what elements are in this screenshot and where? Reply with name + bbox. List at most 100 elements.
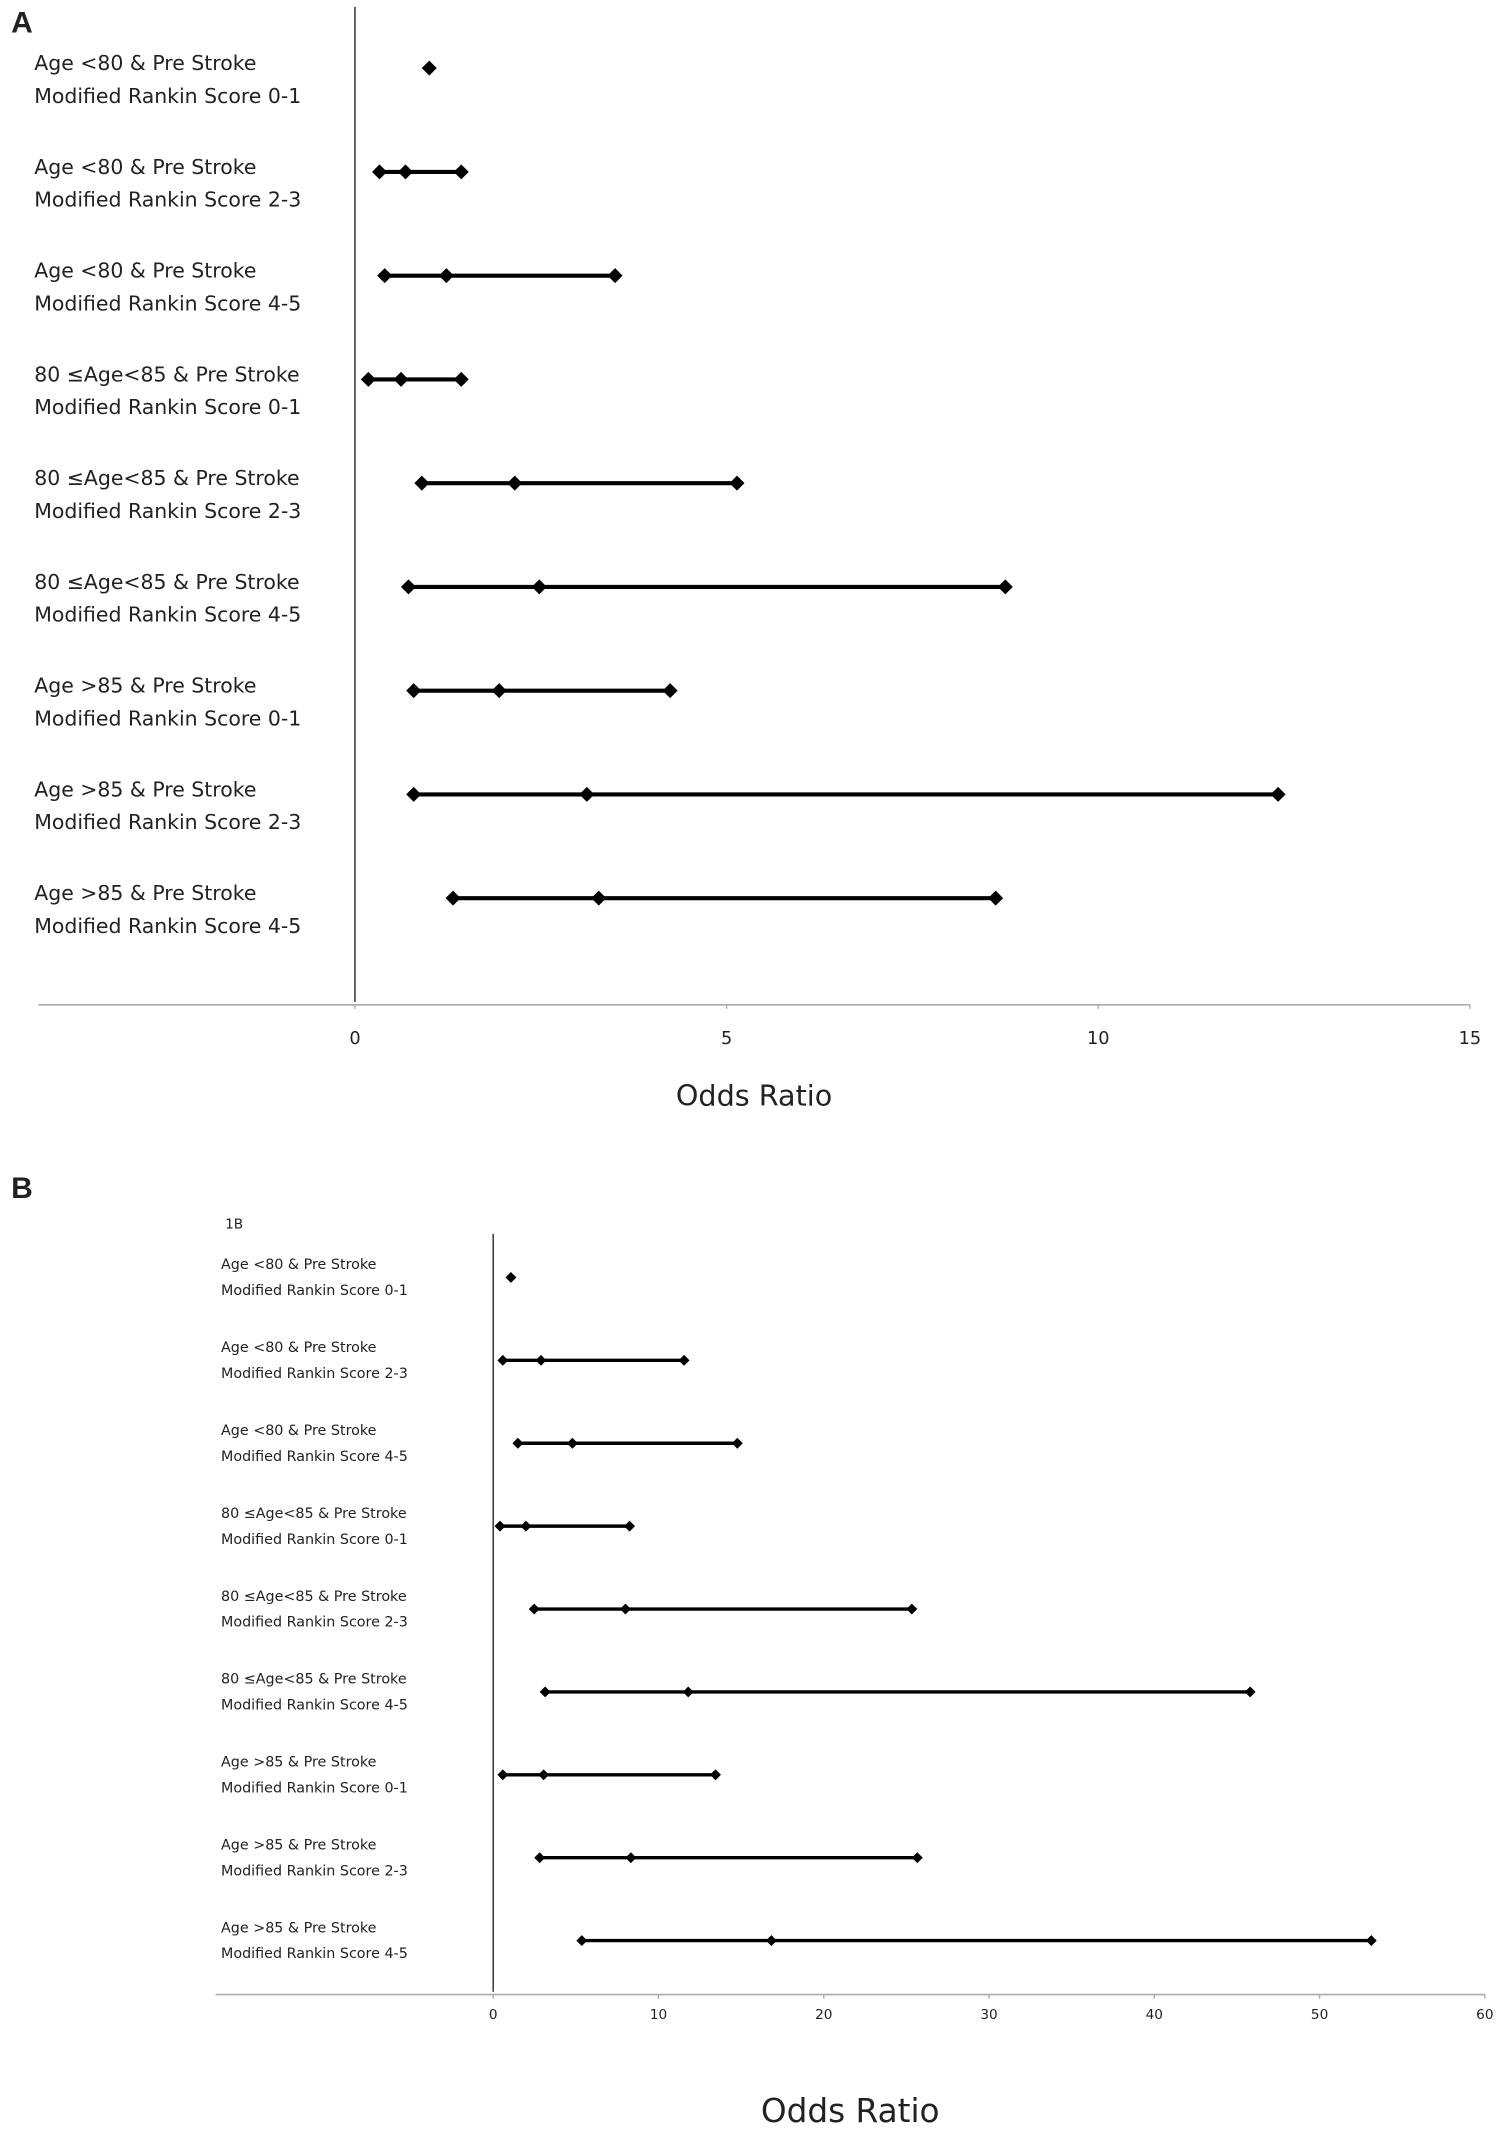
odds-ratio-point <box>619 1603 631 1615</box>
category-label: 80 ≤Age<85 & Pre Stroke <box>34 466 299 490</box>
category-label: Modified Rankin Score 0-1 <box>221 1283 408 1299</box>
x-tick-label: 0 <box>489 2007 498 2023</box>
category-label: Age <80 & Pre Stroke <box>221 1257 377 1273</box>
category-label: Age <80 & Pre Stroke <box>34 155 256 179</box>
odds-ratio-point <box>505 1272 517 1283</box>
ci-upper <box>607 268 623 284</box>
category-label: Modified Rankin Score 2-3 <box>221 1366 408 1382</box>
category-label: 80 ≤Age<85 & Pre Stroke <box>221 1672 407 1688</box>
x-tick-label: 20 <box>815 2007 832 2023</box>
category-label: Modified Rankin Score 0-1 <box>34 706 301 730</box>
panel-label: A <box>11 6 33 39</box>
x-tick-label: 50 <box>1311 2007 1328 2023</box>
category-label: Age >85 & Pre Stroke <box>221 1920 377 1936</box>
ci-lower <box>497 1354 509 1366</box>
odds-ratio-point <box>438 268 454 284</box>
ci-upper <box>624 1520 636 1532</box>
ci-lower <box>445 890 461 906</box>
category-label: Modified Rankin Score 0-1 <box>221 1532 408 1548</box>
odds-ratio-point <box>398 164 414 180</box>
category-label: Modified Rankin Score 4-5 <box>221 1449 408 1465</box>
odds-ratio-point <box>765 1935 777 1947</box>
x-tick-label: 10 <box>1087 1029 1110 1049</box>
ci-lower <box>576 1935 588 1947</box>
category-label: Age <80 & Pre Stroke <box>221 1423 377 1439</box>
ci-upper <box>911 1852 923 1864</box>
category-label: 80 ≤Age<85 & Pre Stroke <box>34 362 299 386</box>
category-label: Modified Rankin Score 4-5 <box>34 291 301 315</box>
ci-upper <box>1270 786 1286 802</box>
category-label: 80 ≤Age<85 & Pre Stroke <box>34 570 299 594</box>
odds-ratio-point <box>393 371 409 387</box>
ci-lower <box>497 1769 509 1781</box>
ci-lower <box>360 371 376 387</box>
odds-ratio-point <box>531 579 547 595</box>
category-label: Age <80 & Pre Stroke <box>221 1340 377 1356</box>
ci-upper <box>988 890 1004 906</box>
odds-ratio-point <box>579 786 595 802</box>
x-axis-label: Odds Ratio <box>761 2092 940 2130</box>
category-label: 80 ≤Age<85 & Pre Stroke <box>221 1506 407 1522</box>
odds-ratio-point <box>566 1437 578 1449</box>
panel-label: B <box>11 1172 33 1205</box>
category-label: Modified Rankin Score 4-5 <box>34 914 301 938</box>
category-label: Modified Rankin Score 2-3 <box>34 810 301 834</box>
ci-upper <box>997 579 1013 595</box>
category-label: Modified Rankin Score 0-1 <box>221 1780 408 1796</box>
ci-lower <box>528 1603 540 1615</box>
ci-upper <box>662 683 678 699</box>
ci-lower <box>400 579 416 595</box>
ci-upper <box>710 1769 721 1781</box>
ci-lower <box>512 1437 524 1449</box>
category-label: Age >85 & Pre Stroke <box>221 1837 377 1853</box>
category-label: Modified Rankin Score 2-3 <box>221 1863 408 1879</box>
category-label: Age >85 & Pre Stroke <box>221 1755 377 1771</box>
category-label: Modified Rankin Score 2-3 <box>221 1615 408 1631</box>
odds-ratio-point <box>535 1354 547 1366</box>
ci-lower <box>371 164 387 180</box>
odds-ratio-point <box>538 1769 550 1781</box>
ci-upper <box>731 1437 743 1449</box>
category-label: Modified Rankin Score 4-5 <box>221 1698 408 1714</box>
ci-lower <box>494 1520 506 1532</box>
x-tick-label: 60 <box>1476 2007 1493 2023</box>
x-tick-label: 40 <box>1146 2007 1163 2023</box>
odds-ratio-point <box>682 1686 694 1698</box>
odds-ratio-point <box>421 60 437 76</box>
ci-lower <box>377 268 393 284</box>
ci-upper <box>729 475 745 491</box>
category-label: Age <80 & Pre Stroke <box>34 259 256 283</box>
x-tick-label: 30 <box>980 2007 997 2023</box>
odds-ratio-point <box>520 1520 532 1532</box>
odds-ratio-point <box>491 683 507 699</box>
x-tick-label: 0 <box>349 1029 360 1049</box>
category-label: Modified Rankin Score 0-1 <box>34 395 301 419</box>
ci-lower <box>534 1852 546 1864</box>
odds-ratio-point <box>625 1852 637 1864</box>
ci-upper <box>906 1603 918 1615</box>
category-label: Modified Rankin Score 4-5 <box>34 603 301 627</box>
category-label: Age >85 & Pre Stroke <box>34 881 256 905</box>
subtitle: 1B <box>225 1216 243 1232</box>
category-label: Modified Rankin Score 2-3 <box>34 499 301 523</box>
category-label: Modified Rankin Score 0-1 <box>34 84 301 108</box>
category-label: Age <80 & Pre Stroke <box>34 51 256 75</box>
x-tick-label: 5 <box>721 1029 732 1049</box>
ci-upper <box>1244 1686 1256 1698</box>
ci-upper <box>453 371 469 387</box>
category-label: Age >85 & Pre Stroke <box>34 674 256 698</box>
x-axis-label: Odds Ratio <box>676 1078 832 1112</box>
ci-lower <box>406 683 422 699</box>
odds-ratio-point <box>507 475 523 491</box>
category-label: Modified Rankin Score 4-5 <box>221 1946 408 1962</box>
ci-lower <box>539 1686 551 1698</box>
category-label: Modified Rankin Score 2-3 <box>34 188 301 212</box>
x-tick-label: 10 <box>650 2007 667 2023</box>
category-label: Age >85 & Pre Stroke <box>34 777 256 801</box>
category-label: 80 ≤Age<85 & Pre Stroke <box>221 1589 407 1605</box>
ci-upper <box>1365 1935 1377 1947</box>
odds-ratio-point <box>591 890 607 906</box>
ci-lower <box>406 786 422 802</box>
ci-upper <box>678 1354 690 1366</box>
